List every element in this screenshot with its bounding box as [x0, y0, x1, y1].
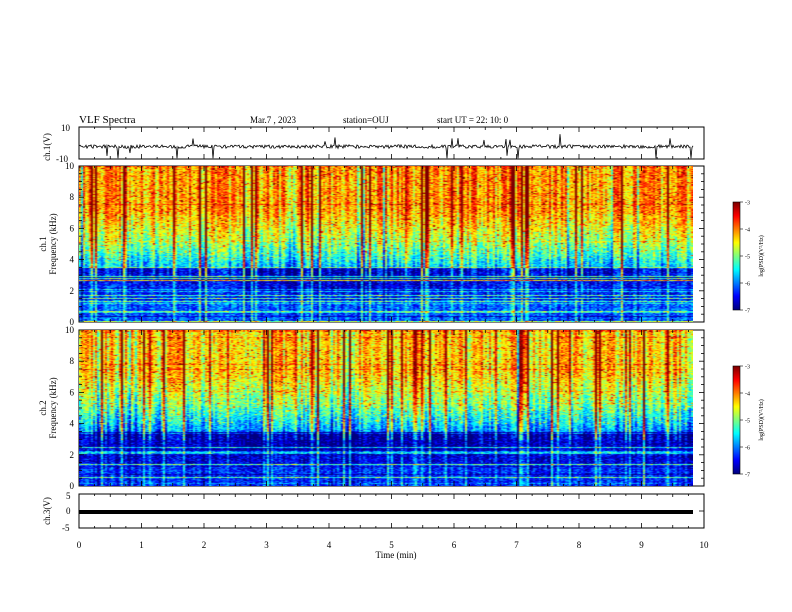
- colorbar-tick-label: -6: [745, 282, 750, 288]
- time-xticks: 0 1 2 3 4 5 6 7 8 9 10: [77, 540, 709, 550]
- x-tick-label: 8: [577, 540, 582, 550]
- y-tick-label: 2: [70, 450, 75, 460]
- x-tick-label: 0: [77, 540, 82, 550]
- x-tick-label: 6: [452, 540, 457, 550]
- ch2-colorbar-label: log(PSD)(V²/Hz): [758, 399, 765, 440]
- y-tick-label: 6: [70, 223, 75, 233]
- ch3-ytick-bottom: -5: [62, 523, 70, 533]
- x-tick-label: 4: [327, 540, 332, 550]
- ch1-spectrogram-image: [79, 166, 693, 322]
- ch1-spectrogram-yticks: 0 2 4 6 8 10: [65, 161, 704, 327]
- x-tick-label: 10: [700, 540, 710, 550]
- ch1-ytick-bottom: -10: [56, 154, 68, 164]
- x-tick-label: 3: [264, 540, 269, 550]
- ch2-spectrogram-ylabel-channel: ch.2: [38, 400, 48, 415]
- x-tick-label: 7: [514, 540, 519, 550]
- colorbar-tick-label: -7: [745, 309, 750, 315]
- x-tick-label: 2: [202, 540, 207, 550]
- colorbar-tick-label: -3: [745, 365, 750, 371]
- colorbar-tick-label: -5: [745, 255, 750, 261]
- ch1-colorbar-ticks: -3 -4 -5 -6 -7: [740, 201, 750, 315]
- ch1-spectrogram-ylabel-channel: ch.1: [38, 236, 48, 251]
- ch2-colorbar-ticks: -3 -4 -5 -6 -7: [740, 365, 750, 479]
- y-tick-label: 0: [70, 317, 75, 327]
- start-time-label: start UT = 22: 10: 0: [437, 115, 509, 125]
- ch1-waveform-trace: [78, 134, 694, 159]
- y-tick-label: 2: [70, 286, 75, 296]
- figure-title: VLF Spectra: [79, 114, 136, 126]
- ch2-colorbar: [733, 366, 740, 474]
- ch3-waveform-ylabel: ch.3(V): [42, 497, 52, 525]
- y-tick-label: 10: [65, 325, 75, 335]
- colorbar-tick-label: -5: [745, 419, 750, 425]
- station-label: station=OUJ: [343, 115, 389, 125]
- ch2-spectrogram-ylabel-freq: Frequency (kHz): [48, 377, 58, 438]
- ch3-ytick-top: 5: [66, 491, 71, 501]
- ch2-spectrogram-yticks: 0 2 4 6 8 10: [65, 325, 704, 491]
- x-tick-label: 9: [639, 540, 644, 550]
- colorbar-tick-label: -7: [745, 473, 750, 479]
- y-tick-label: 10: [65, 161, 75, 171]
- ch3-ytick-mid: 0: [66, 506, 71, 516]
- colorbar-tick-label: -3: [745, 201, 750, 207]
- colorbar-tick-label: -6: [745, 446, 750, 452]
- ch1-spectrogram-ylabel-freq: Frequency (kHz): [48, 213, 58, 274]
- ch1-ytick-top: 10: [61, 123, 71, 133]
- ch1-waveform-ylabel: ch.1(V): [42, 133, 52, 161]
- ch1-colorbar: [733, 202, 740, 310]
- time-xlabel: Time (min): [376, 550, 417, 560]
- axis-ticks: [78, 126, 705, 529]
- y-tick-label: 0: [70, 481, 75, 491]
- colorbar-tick-label: -4: [745, 228, 750, 234]
- y-tick-label: 8: [70, 192, 75, 202]
- colorbar-tick-label: -4: [745, 392, 750, 398]
- date-label: Mar.7 , 2023: [250, 115, 296, 125]
- ch3-waveform-trace: [79, 510, 693, 514]
- y-tick-label: 8: [70, 356, 75, 366]
- ch1-colorbar-label: log(PSD)(V²/Hz): [758, 235, 765, 276]
- ch2-spectrogram-image: [79, 330, 693, 486]
- x-tick-label: 1: [139, 540, 144, 550]
- y-tick-label: 6: [70, 387, 75, 397]
- y-tick-label: 4: [70, 255, 75, 265]
- x-tick-label: 5: [389, 540, 394, 550]
- y-tick-label: 4: [70, 419, 75, 429]
